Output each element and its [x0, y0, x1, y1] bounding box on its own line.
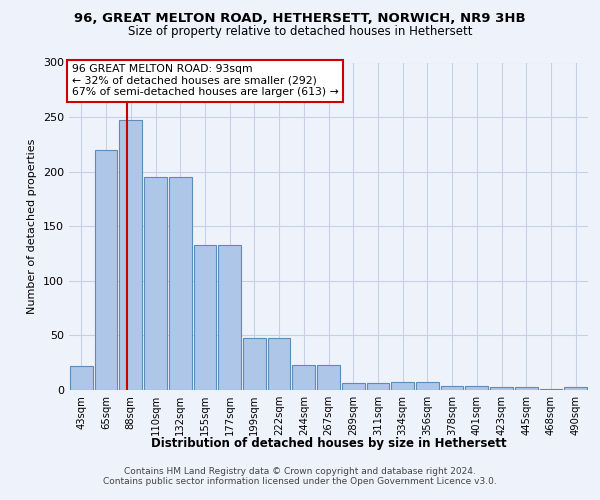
- Bar: [564, 386, 587, 390]
- Bar: [243, 338, 266, 390]
- Bar: [441, 386, 463, 390]
- Bar: [292, 365, 315, 390]
- Bar: [218, 245, 241, 390]
- Bar: [342, 384, 365, 390]
- Bar: [169, 177, 191, 390]
- Bar: [367, 384, 389, 390]
- Bar: [391, 382, 414, 390]
- Bar: [268, 338, 290, 390]
- Text: 96 GREAT MELTON ROAD: 93sqm
← 32% of detached houses are smaller (292)
67% of se: 96 GREAT MELTON ROAD: 93sqm ← 32% of det…: [71, 64, 338, 98]
- Bar: [317, 365, 340, 390]
- Bar: [144, 177, 167, 390]
- Bar: [466, 386, 488, 390]
- Bar: [95, 150, 118, 390]
- Y-axis label: Number of detached properties: Number of detached properties: [28, 138, 37, 314]
- Text: Contains HM Land Registry data © Crown copyright and database right 2024.: Contains HM Land Registry data © Crown c…: [124, 468, 476, 476]
- Text: Size of property relative to detached houses in Hethersett: Size of property relative to detached ho…: [128, 25, 472, 38]
- Bar: [539, 389, 562, 390]
- Bar: [515, 386, 538, 390]
- Bar: [70, 366, 93, 390]
- Text: Contains public sector information licensed under the Open Government Licence v3: Contains public sector information licen…: [103, 478, 497, 486]
- Bar: [194, 245, 216, 390]
- Text: 96, GREAT MELTON ROAD, HETHERSETT, NORWICH, NR9 3HB: 96, GREAT MELTON ROAD, HETHERSETT, NORWI…: [74, 12, 526, 26]
- Bar: [490, 386, 513, 390]
- Bar: [416, 382, 439, 390]
- Bar: [119, 120, 142, 390]
- Text: Distribution of detached houses by size in Hethersett: Distribution of detached houses by size …: [151, 438, 506, 450]
